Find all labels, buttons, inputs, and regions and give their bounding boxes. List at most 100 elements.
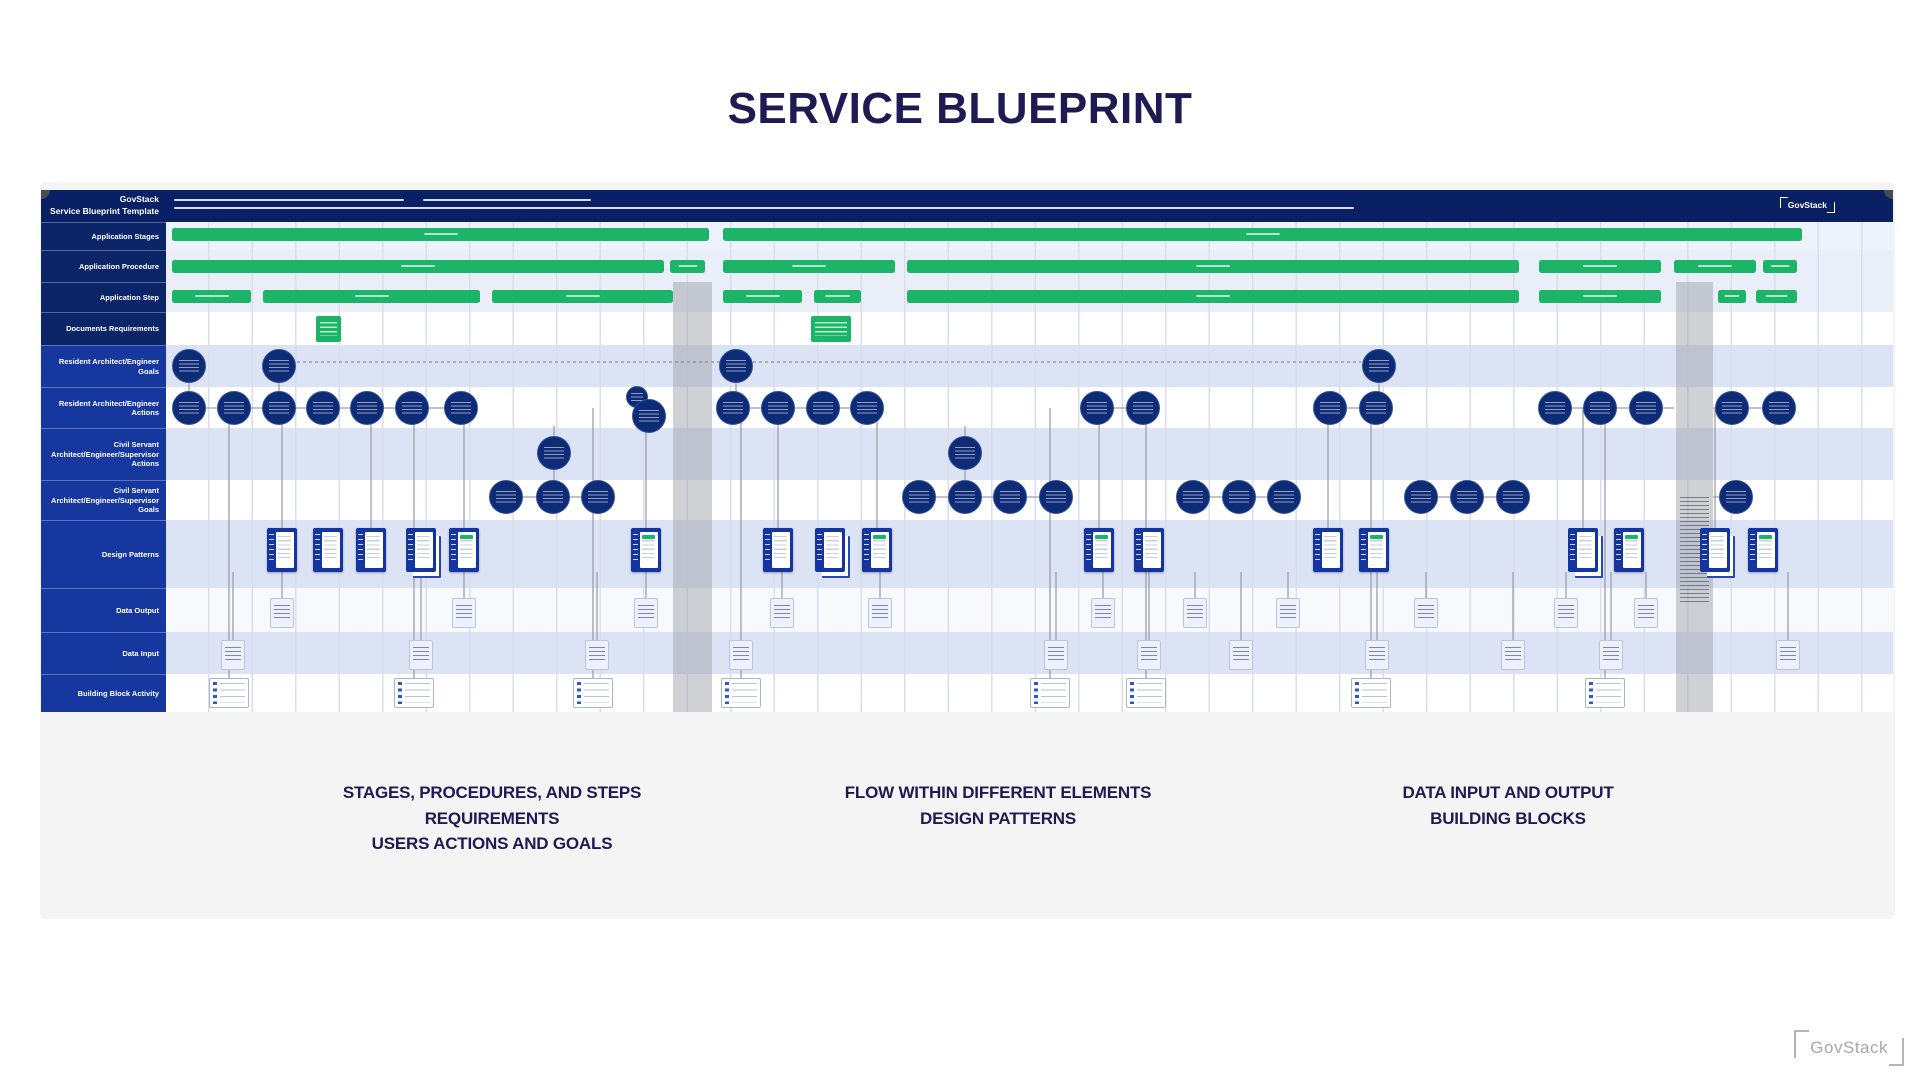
flow-node — [806, 391, 840, 425]
building-block-card — [1030, 678, 1070, 708]
flow-node — [217, 391, 251, 425]
flow-node — [1362, 349, 1396, 383]
design-pattern-sidebar — [451, 534, 456, 560]
design-pattern-icon — [1359, 528, 1389, 572]
caption-column-3: DATA INPUT AND OUTPUT BUILDING BLOCKS — [1258, 780, 1758, 831]
data-input-box — [1776, 640, 1800, 670]
building-block-card — [1585, 678, 1625, 708]
design-pattern-sidebar — [633, 534, 638, 560]
sidebar-row-2: Application Procedure — [41, 250, 166, 282]
sidebar-row-label: Data Input — [122, 648, 159, 658]
sidebar-row-7: Civil Servant Architect/Engineer/Supervi… — [41, 428, 166, 480]
sidebar-row-label: Design Patterns — [101, 549, 159, 559]
document-requirement-box — [811, 316, 851, 342]
data-output-box — [1091, 598, 1115, 628]
design-pattern-icon — [356, 528, 386, 572]
flow-node — [489, 480, 523, 514]
sidebar-row-6: Resident Architect/Engineer Actions — [41, 387, 166, 428]
design-pattern-sidebar — [817, 534, 822, 560]
flow-node — [1450, 480, 1484, 514]
flow-node — [1404, 480, 1438, 514]
step-bar — [1756, 290, 1797, 303]
design-pattern-window — [1322, 532, 1340, 568]
data-input-box — [1365, 640, 1389, 670]
flow-node — [350, 391, 384, 425]
design-pattern-icon — [1568, 528, 1598, 572]
procedure-bar — [670, 260, 705, 273]
footer-govstack-logo: GovStack — [1794, 1030, 1904, 1066]
design-pattern-sidebar — [1136, 534, 1141, 560]
flow-node — [1176, 480, 1210, 514]
procedure-bar — [1763, 260, 1797, 273]
caption-line: BUILDING BLOCKS — [1430, 808, 1586, 828]
building-block-card — [1126, 678, 1166, 708]
sidebar-row-10: Data Output — [41, 588, 166, 632]
flow-node — [444, 391, 478, 425]
blueprint-image: GovStack Service Blueprint Template GovS… — [41, 190, 1893, 712]
header-text-line — [423, 199, 591, 201]
data-input-box — [1137, 640, 1161, 670]
step-bar — [814, 290, 861, 303]
flow-node — [719, 349, 753, 383]
flow-node — [306, 391, 340, 425]
design-pattern-window — [1623, 532, 1641, 568]
header-text-line — [174, 207, 1354, 209]
caption-line: DESIGN PATTERNS — [920, 808, 1076, 828]
design-pattern-icon — [763, 528, 793, 572]
design-pattern-window — [458, 532, 476, 568]
step-bar — [907, 290, 1519, 303]
procedure-bar — [172, 260, 664, 273]
data-output-box — [452, 598, 476, 628]
sidebar-row-label: Application Stages — [91, 231, 159, 241]
data-output-box — [1554, 598, 1578, 628]
design-pattern-window — [322, 532, 340, 568]
design-pattern-sidebar — [864, 534, 869, 560]
data-input-box — [1229, 640, 1253, 670]
design-pattern-sidebar — [408, 534, 413, 560]
flow-node — [536, 480, 570, 514]
caption-column-2: FLOW WITHIN DIFFERENT ELEMENTS DESIGN PAT… — [748, 780, 1248, 831]
data-input-box — [1501, 640, 1525, 670]
design-pattern-icon — [313, 528, 343, 572]
data-input-box — [729, 640, 753, 670]
design-pattern-sidebar — [765, 534, 770, 560]
flow-node — [537, 436, 571, 470]
flow-node — [850, 391, 884, 425]
flow-node — [1629, 391, 1663, 425]
sidebar-row-label: Resident Architect/Engineer Actions — [58, 398, 159, 418]
design-pattern-sidebar — [1361, 534, 1366, 560]
sidebar-row-11: Data Input — [41, 632, 166, 674]
design-pattern-icon — [1700, 528, 1730, 572]
flow-node — [172, 349, 206, 383]
flow-node — [761, 391, 795, 425]
design-pattern-window — [871, 532, 889, 568]
design-pattern-icon — [267, 528, 297, 572]
sidebar-row-1: Application Stages — [41, 222, 166, 250]
flow-node — [262, 349, 296, 383]
flow-node — [902, 480, 936, 514]
data-input-box — [221, 640, 245, 670]
building-block-card — [1351, 678, 1391, 708]
design-pattern-window — [365, 532, 383, 568]
design-pattern-window — [772, 532, 790, 568]
brand-line-1: GovStack — [119, 194, 159, 204]
flow-node — [1719, 480, 1753, 514]
stage-bar — [723, 228, 1802, 241]
flow-node — [262, 391, 296, 425]
sidebar-row-label: Data Output — [116, 605, 159, 615]
flow-node — [632, 399, 666, 433]
design-pattern-icon — [862, 528, 892, 572]
sidebar-row-label: Civil Servant Architect/Engineer/Supervi… — [51, 486, 159, 515]
data-output-box — [770, 598, 794, 628]
sidebar-row-label: Application Procedure — [78, 261, 159, 271]
caption-line: REQUIREMENTS — [424, 808, 560, 828]
data-input-box — [585, 640, 609, 670]
sidebar-row-3: Application Step — [41, 282, 166, 312]
flow-node — [581, 480, 615, 514]
flow-node — [1496, 480, 1530, 514]
data-input-box — [1599, 640, 1623, 670]
caption-column-1: STAGES, PROCEDURES, AND STEPS REQUIREMENT… — [242, 780, 742, 857]
flow-node — [993, 480, 1027, 514]
blueprint-card: GovStack Service Blueprint Template GovS… — [40, 182, 1895, 919]
